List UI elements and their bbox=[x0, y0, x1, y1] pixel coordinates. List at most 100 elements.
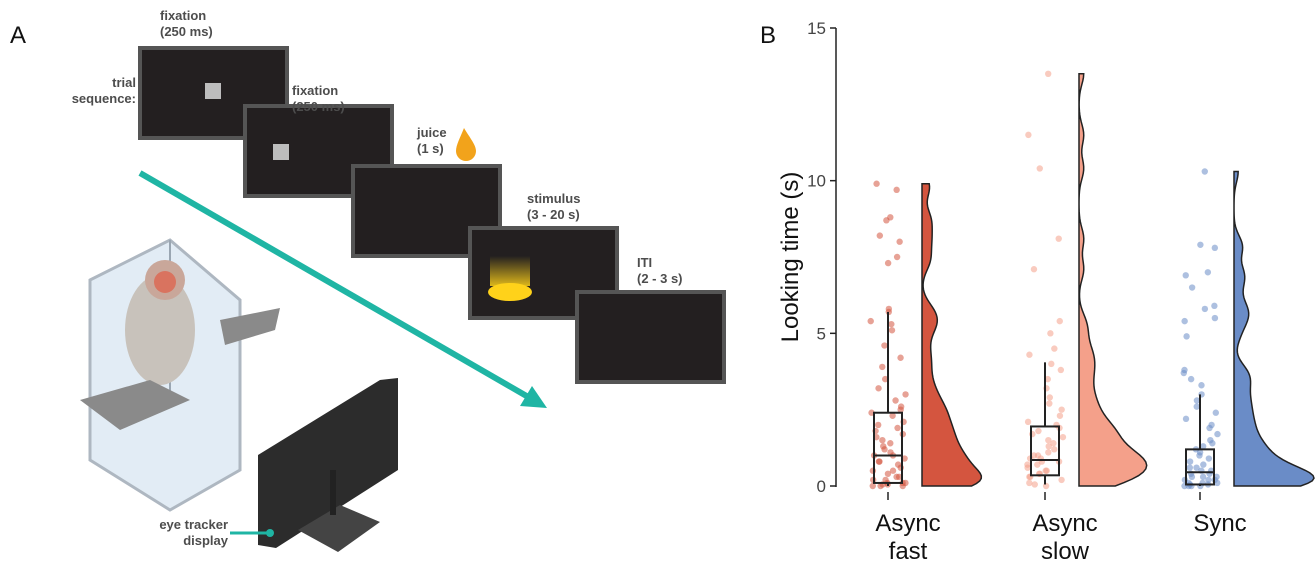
data-point bbox=[1045, 70, 1052, 78]
panel-letter: A bbox=[10, 22, 26, 49]
data-point bbox=[1182, 272, 1189, 279]
data-point bbox=[1026, 479, 1033, 487]
data-point bbox=[1209, 440, 1216, 447]
data-point bbox=[1045, 449, 1052, 456]
data-point bbox=[1024, 418, 1032, 426]
data-point bbox=[875, 421, 882, 429]
data-point bbox=[897, 406, 904, 413]
trial-screens: fixation(250 ms)fixation(250 ms)juice(1 … bbox=[138, 8, 726, 384]
setup-label: eye tracker bbox=[159, 517, 228, 532]
data-point bbox=[902, 391, 909, 398]
data-point bbox=[889, 467, 897, 474]
data-point bbox=[884, 470, 892, 477]
arrow-head bbox=[520, 386, 547, 408]
data-point bbox=[1044, 375, 1051, 383]
stimulus-glow bbox=[490, 256, 530, 286]
y-tick-label: 0 bbox=[817, 477, 826, 496]
data-point bbox=[1201, 168, 1208, 175]
data-point bbox=[1180, 369, 1187, 377]
data-point bbox=[888, 327, 896, 334]
box bbox=[1185, 448, 1215, 486]
screen-label: (2 - 3 s) bbox=[637, 271, 683, 286]
setup-label: display bbox=[183, 533, 229, 548]
y-axis-label: Looking time (s) bbox=[777, 172, 804, 343]
data-point bbox=[893, 473, 900, 481]
data-point bbox=[1055, 235, 1062, 242]
time-arrow bbox=[138, 170, 532, 401]
density bbox=[1078, 73, 1148, 487]
screen-label: stimulus bbox=[527, 191, 580, 206]
data-point bbox=[1211, 314, 1219, 322]
data-point bbox=[879, 363, 886, 371]
setup-illustration bbox=[80, 238, 398, 552]
x-tick-label: Sync bbox=[1193, 510, 1247, 537]
data-point bbox=[1051, 446, 1058, 453]
trial-label: trial bbox=[112, 75, 136, 90]
data-point bbox=[867, 317, 874, 325]
data-point bbox=[869, 482, 876, 490]
data-point bbox=[869, 467, 877, 474]
screen-label: juice bbox=[416, 125, 447, 140]
y-tick-label: 10 bbox=[807, 172, 826, 191]
data-point bbox=[1056, 412, 1064, 419]
data-point bbox=[1047, 330, 1054, 337]
x-tick-label: Async fast bbox=[875, 510, 941, 565]
data-point bbox=[1211, 302, 1218, 310]
data-point bbox=[1196, 452, 1203, 459]
data-point bbox=[1056, 317, 1063, 325]
data-point bbox=[1026, 351, 1033, 358]
data-point bbox=[882, 375, 889, 383]
data-point bbox=[897, 354, 904, 361]
data-point bbox=[1199, 443, 1207, 450]
density bbox=[921, 182, 983, 487]
data-point bbox=[896, 238, 903, 245]
data-point bbox=[1205, 476, 1212, 484]
data-point bbox=[1193, 403, 1200, 410]
data-point bbox=[1211, 244, 1219, 252]
data-point bbox=[881, 446, 888, 453]
data-point bbox=[884, 259, 892, 267]
screen bbox=[575, 290, 726, 384]
data-point bbox=[1045, 443, 1052, 450]
data-point bbox=[1042, 482, 1050, 490]
data-point bbox=[1186, 464, 1194, 471]
screen-label: (3 - 20 s) bbox=[527, 207, 580, 222]
data-point bbox=[1198, 382, 1205, 389]
data-point bbox=[1204, 269, 1212, 276]
data-point bbox=[1036, 165, 1043, 172]
data-point bbox=[1193, 464, 1200, 471]
data-point bbox=[1058, 406, 1065, 413]
data-point bbox=[1214, 479, 1221, 487]
fixation-square bbox=[205, 83, 221, 99]
data-point bbox=[1031, 481, 1038, 488]
data-point bbox=[876, 232, 884, 239]
data-point bbox=[1030, 266, 1038, 273]
data-point bbox=[1042, 467, 1049, 474]
data-point bbox=[889, 412, 896, 419]
data-point bbox=[1182, 415, 1190, 423]
data-point bbox=[877, 482, 884, 490]
stimulus bbox=[488, 283, 532, 301]
data-point bbox=[899, 482, 906, 490]
data-point bbox=[1034, 461, 1041, 468]
juice-drop bbox=[456, 128, 476, 161]
density bbox=[1233, 170, 1315, 487]
data-point bbox=[1214, 430, 1221, 438]
data-point bbox=[1197, 241, 1204, 248]
data-point bbox=[1024, 464, 1031, 471]
fixation-square bbox=[273, 144, 289, 160]
data-point bbox=[1201, 305, 1209, 313]
data-point bbox=[1193, 397, 1201, 404]
data-point bbox=[1050, 440, 1057, 447]
data-point bbox=[1186, 458, 1194, 465]
x-tick-label: Async slow bbox=[1032, 510, 1098, 565]
data-point bbox=[892, 397, 899, 404]
box bbox=[873, 411, 903, 484]
data-point bbox=[1051, 345, 1058, 352]
data-point bbox=[1057, 366, 1065, 374]
data-point bbox=[1025, 131, 1032, 139]
data-point bbox=[883, 217, 890, 224]
data-point bbox=[1199, 473, 1207, 481]
data-point bbox=[1205, 455, 1213, 462]
